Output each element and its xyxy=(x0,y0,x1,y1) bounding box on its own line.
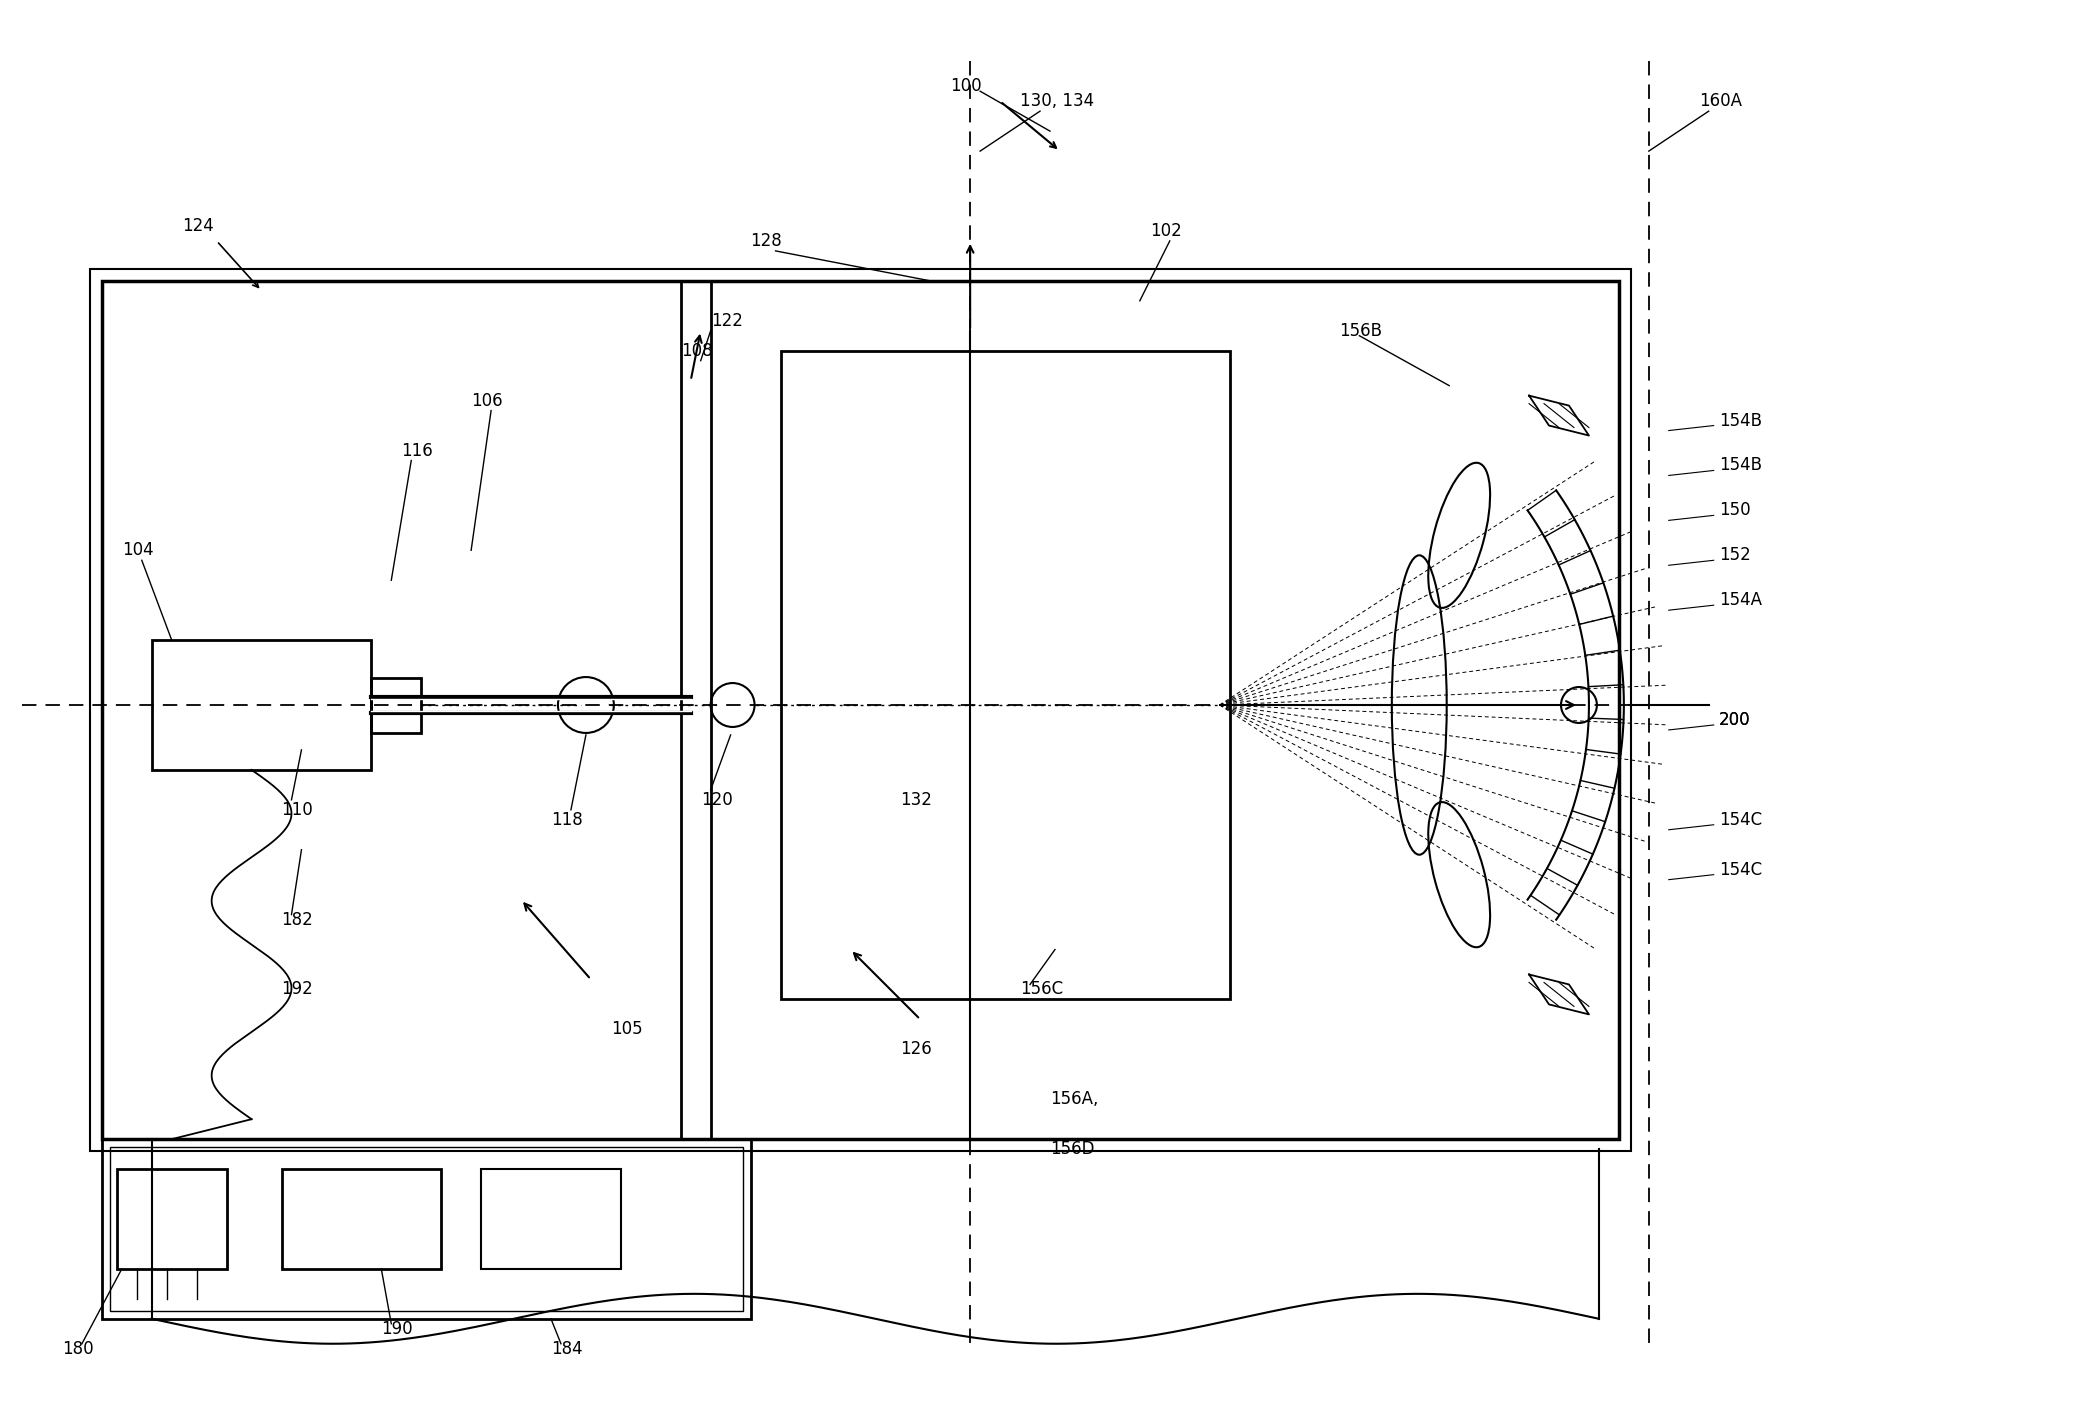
Text: 154C: 154C xyxy=(1718,861,1762,878)
Text: 116: 116 xyxy=(402,442,433,459)
Text: 152: 152 xyxy=(1718,546,1750,565)
Text: 156D: 156D xyxy=(1051,1139,1095,1158)
Text: 154B: 154B xyxy=(1718,456,1762,474)
Text: 156C: 156C xyxy=(1019,980,1063,998)
Text: 110: 110 xyxy=(280,801,314,819)
Bar xyxy=(153,640,370,770)
Text: 190: 190 xyxy=(381,1320,412,1337)
Text: 154B: 154B xyxy=(1718,411,1762,429)
Text: 108: 108 xyxy=(680,342,712,360)
Text: 156A,: 156A, xyxy=(1051,1090,1099,1108)
Text: 106: 106 xyxy=(471,391,502,409)
Text: 118: 118 xyxy=(550,810,582,829)
Bar xyxy=(103,1139,751,1319)
Text: 180: 180 xyxy=(63,1340,94,1358)
Bar xyxy=(90,268,1630,1151)
Text: 102: 102 xyxy=(1149,222,1183,240)
Text: 160A: 160A xyxy=(1700,92,1741,110)
Text: 154C: 154C xyxy=(1718,810,1762,829)
Text: 104: 104 xyxy=(121,541,153,559)
Bar xyxy=(109,1147,743,1310)
Bar xyxy=(103,281,1618,1139)
Bar xyxy=(370,678,421,733)
Text: 182: 182 xyxy=(280,911,314,929)
Bar xyxy=(117,1169,226,1269)
Text: 156B: 156B xyxy=(1340,322,1381,340)
Text: 128: 128 xyxy=(751,232,783,250)
Text: 130, 134: 130, 134 xyxy=(1019,92,1095,110)
Text: 132: 132 xyxy=(900,791,931,809)
Text: 184: 184 xyxy=(550,1340,582,1358)
Bar xyxy=(781,350,1231,1000)
Text: 124: 124 xyxy=(182,217,213,234)
Text: 192: 192 xyxy=(280,980,314,998)
Text: 120: 120 xyxy=(701,791,733,809)
Text: 122: 122 xyxy=(712,312,743,330)
Text: 200: 200 xyxy=(1718,712,1750,729)
Bar xyxy=(280,1169,442,1269)
Text: 100: 100 xyxy=(950,78,982,95)
Text: 200: 200 xyxy=(1718,712,1750,729)
Text: 150: 150 xyxy=(1718,501,1750,520)
Text: 126: 126 xyxy=(900,1041,931,1059)
Text: 105: 105 xyxy=(611,1021,643,1038)
Text: 154A: 154A xyxy=(1718,592,1762,609)
Bar xyxy=(481,1169,622,1269)
